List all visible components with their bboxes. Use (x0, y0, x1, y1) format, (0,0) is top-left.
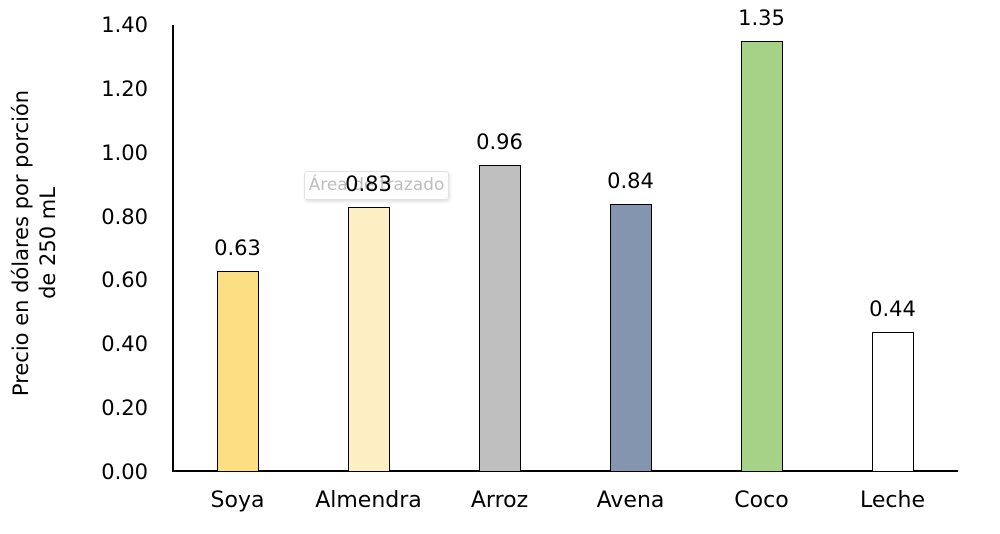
bar-value-label-arroz: 0.96 (476, 130, 523, 155)
y-axis-tick-label: 0.00 (101, 460, 148, 484)
bar-coco[interactable] (740, 40, 783, 472)
y-axis-title: Precio en dólares por porción de 250 mL (8, 43, 64, 443)
x-axis-label-almendra: Almendra (315, 488, 422, 513)
x-axis-label-arroz: Arroz (470, 488, 529, 513)
bar-leche[interactable] (871, 331, 914, 472)
x-axis-label-avena: Avena (596, 488, 665, 513)
bar-arroz[interactable] (478, 165, 521, 472)
y-axis-tick-label: 0.80 (101, 204, 148, 229)
plot-area-tooltip: Área de trazado (304, 171, 449, 200)
bar-value-label-avena: 0.84 (607, 168, 654, 193)
x-axis-label-coco: Coco (734, 488, 789, 513)
x-axis-label-leche: Leche (860, 488, 925, 513)
y-axis-tick-label: 1.20 (101, 76, 148, 101)
y-axis-tick-label: 0.20 (101, 396, 148, 421)
bar-value-label-soya: 0.63 (214, 235, 261, 260)
plot-area[interactable] (172, 25, 958, 472)
bar-avena[interactable] (609, 203, 652, 472)
y-axis-title-line-2: de 250 mL (36, 187, 60, 299)
bar-value-label-almendra: 0.83 (345, 171, 392, 196)
bar-almendra[interactable] (347, 206, 390, 472)
x-axis-label-soya: Soya (210, 488, 265, 513)
y-axis-tick-label: 1.40 (101, 13, 148, 37)
bar-value-label-leche: 0.44 (869, 296, 916, 321)
y-axis-tick-label: 0.40 (101, 332, 148, 357)
bar-soya[interactable] (216, 270, 259, 472)
y-axis-title-line-1: Precio en dólares por porción (9, 89, 33, 397)
bar-value-label-coco: 1.35 (738, 5, 785, 30)
y-axis-tick-label: 1.00 (101, 140, 148, 165)
y-axis-tick-label: 0.60 (101, 268, 148, 293)
